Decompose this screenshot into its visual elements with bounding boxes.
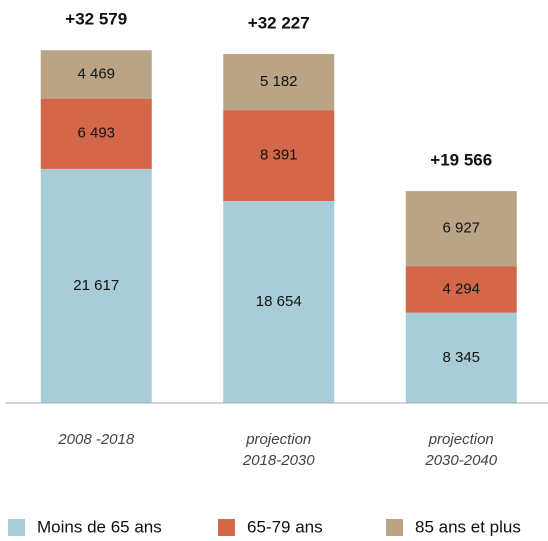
- total-label: +32 579: [65, 10, 127, 29]
- value-label: 18 654: [256, 293, 302, 310]
- bar-segment: [223, 54, 335, 111]
- bar-segment: [405, 312, 517, 403]
- value-label: 8 345: [442, 349, 480, 366]
- legend-label: Moins de 65 ans: [37, 517, 162, 536]
- x-tick-label: projection 2030-2040: [425, 431, 498, 469]
- value-label: 6 493: [77, 125, 115, 142]
- bar-segment: [40, 50, 152, 99]
- x-tick-label: projection 2018-2030: [242, 431, 315, 469]
- bar-segment: [40, 168, 152, 403]
- bar-segment: [223, 201, 335, 403]
- bar-segment: [40, 98, 152, 169]
- value-label: 5 182: [260, 73, 298, 90]
- total-label: +32 227: [248, 14, 310, 33]
- value-label: 6 927: [442, 220, 480, 237]
- total-label: +19 566: [430, 151, 492, 170]
- value-label: 4 294: [442, 280, 480, 297]
- value-label: 8 391: [260, 147, 298, 164]
- legend-label: 85 ans et plus: [415, 517, 521, 536]
- x-tick-label: 2008 -2018: [58, 431, 135, 448]
- bar-segment: [405, 266, 517, 313]
- value-label: 4 469: [77, 65, 115, 82]
- legend-swatch: [386, 519, 403, 536]
- value-label: 21 617: [73, 277, 119, 294]
- legend-swatch: [8, 519, 25, 536]
- legend-swatch: [218, 519, 235, 536]
- bar-segment: [223, 110, 335, 202]
- legend-label: 65-79 ans: [247, 517, 323, 536]
- bar-segment: [405, 191, 517, 267]
